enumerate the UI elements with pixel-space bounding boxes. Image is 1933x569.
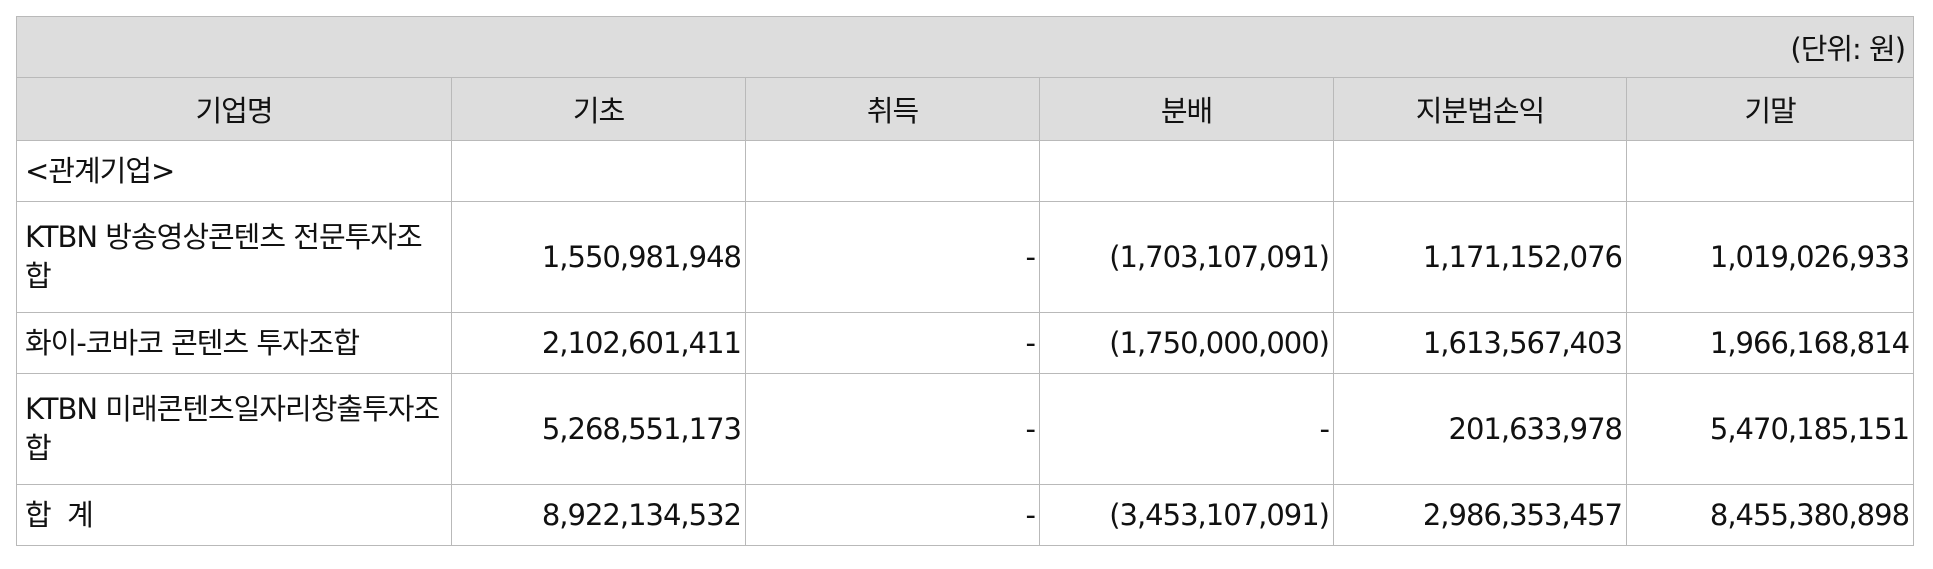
cell-distribution: - [1039, 373, 1334, 485]
equity-method-investment-table: (단위: 원) 기업명 기초 취득 분배 지분법손익 기말 <관계기업> KTB… [15, 16, 1915, 546]
cell-distribution: (1,703,107,091) [1039, 201, 1334, 313]
header-ending: 기말 [1625, 77, 1915, 141]
table-row: KTBN 미래콘텐츠일자리창출투자조합 5,268,551,173 - - 20… [16, 373, 1915, 485]
row-name: KTBN 방송영상콘텐츠 전문투자조합 [16, 201, 452, 313]
unit-row: (단위: 원) [15, 16, 1915, 78]
cell-acquisition: - [745, 201, 1040, 313]
cell-beginning: 5,268,551,173 [451, 373, 746, 485]
header-beginning: 기초 [451, 77, 746, 141]
header-row: 기업명 기초 취득 분배 지분법손익 기말 [16, 77, 1915, 141]
cell-acquisition: - [745, 373, 1040, 485]
cell-equity-gain-loss [1333, 140, 1627, 202]
cell-beginning: 2,102,601,411 [451, 312, 746, 374]
cell-equity-gain-loss: 1,171,152,076 [1333, 201, 1627, 313]
header-company-name: 기업명 [16, 77, 452, 141]
cell-beginning: 1,550,981,948 [451, 201, 746, 313]
row-name: KTBN 미래콘텐츠일자리창출투자조합 [16, 373, 452, 485]
row-name: 합 계 [16, 484, 452, 546]
cell-ending: 1,019,026,933 [1625, 201, 1915, 313]
cell-equity-gain-loss: 201,633,978 [1333, 373, 1627, 485]
header-acquisition: 취득 [745, 77, 1040, 141]
cell-equity-gain-loss: 2,986,353,457 [1333, 484, 1627, 546]
table-row: 화이-코바코 콘텐츠 투자조합 2,102,601,411 - (1,750,0… [16, 312, 1915, 374]
cell-distribution: (3,453,107,091) [1039, 484, 1334, 546]
cell-equity-gain-loss: 1,613,567,403 [1333, 312, 1627, 374]
row-name: <관계기업> [16, 140, 452, 202]
cell-acquisition: - [745, 312, 1040, 374]
cell-beginning [451, 140, 746, 202]
investment-table-container: (단위: 원) 기업명 기초 취득 분배 지분법손익 기말 <관계기업> KTB… [15, 16, 1915, 546]
cell-distribution: (1,750,000,000) [1039, 312, 1334, 374]
header-distribution: 분배 [1039, 77, 1334, 141]
cell-acquisition: - [745, 484, 1040, 546]
header-equity-gain-loss: 지분법손익 [1333, 77, 1627, 141]
table-row: KTBN 방송영상콘텐츠 전문투자조합 1,550,981,948 - (1,7… [16, 201, 1915, 313]
table-row: <관계기업> [16, 140, 1915, 202]
cell-ending: 1,966,168,814 [1625, 312, 1915, 374]
row-name: 화이-코바코 콘텐츠 투자조합 [16, 312, 452, 374]
cell-ending: 8,455,380,898 [1625, 484, 1915, 546]
cell-ending [1625, 140, 1915, 202]
cell-beginning: 8,922,134,532 [451, 484, 746, 546]
cell-ending: 5,470,185,151 [1625, 373, 1915, 485]
total-row: 합 계 8,922,134,532 - (3,453,107,091) 2,98… [16, 484, 1915, 546]
cell-distribution [1039, 140, 1334, 202]
unit-label: (단위: 원) [15, 16, 1915, 78]
cell-acquisition [745, 140, 1040, 202]
